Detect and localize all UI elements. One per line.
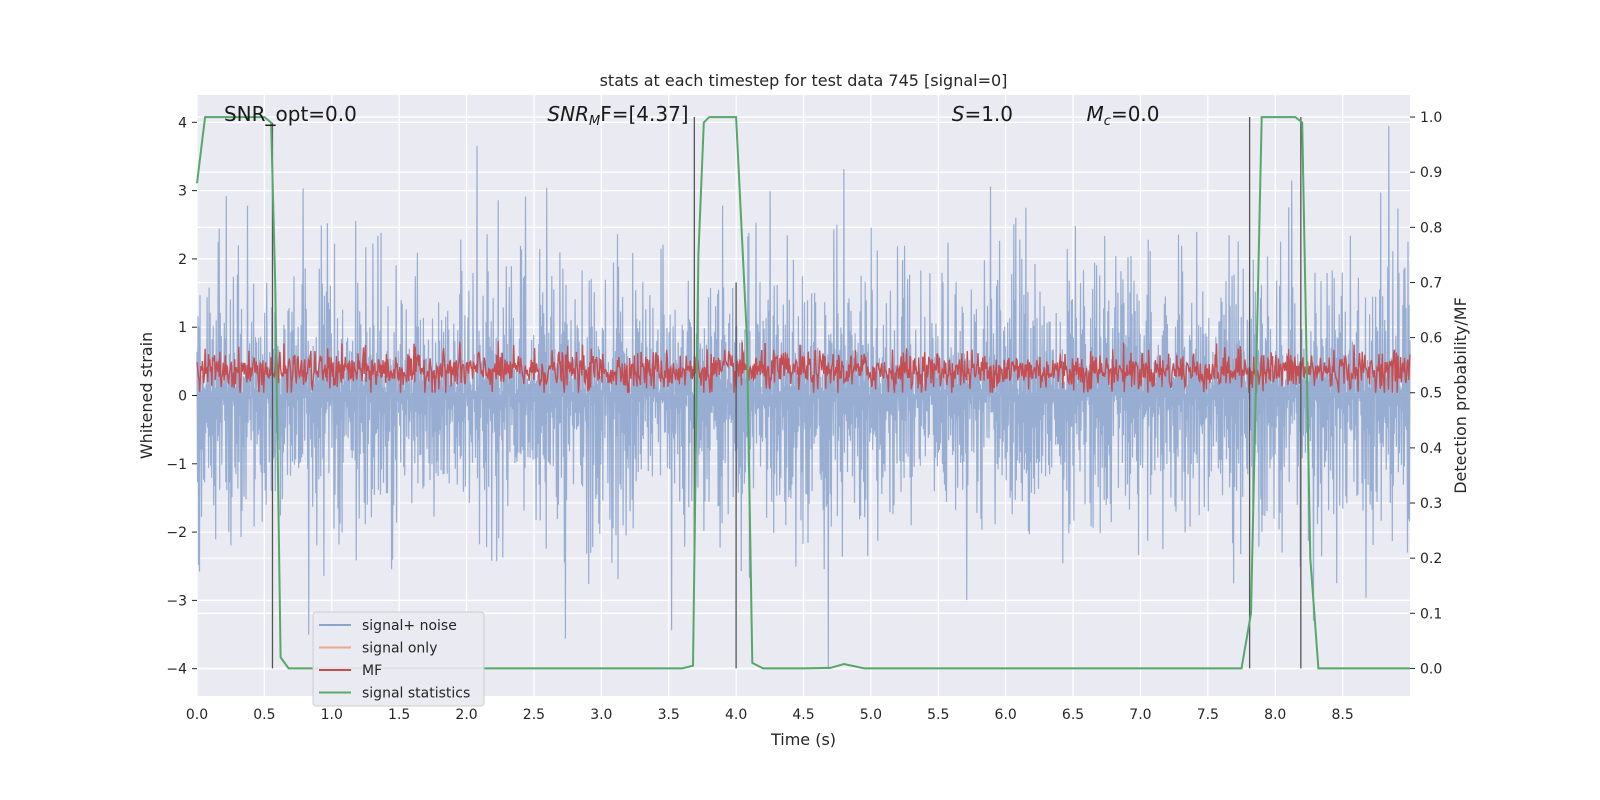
x-axis-ticks: 0.0 0.5 1.0 1.5 2.0 2.5 3.0 3.5 4.0 4.5 5.0 5.5 6.0 6… [186, 707, 1354, 723]
x-tick-label: 1.0 [321, 707, 343, 723]
y-axis-ticks: −4 −3 −2 −1 0 1 2 3 4 [166, 115, 197, 678]
signal-noise-series [196, 125, 1411, 669]
y2-tick-label: 1.0 [1420, 110, 1442, 126]
y-tick-label: 2 [178, 252, 187, 268]
vertical-markers [271, 117, 1302, 669]
x-tick-label: 6.0 [995, 707, 1017, 723]
mf-series [196, 341, 1411, 393]
y2-axis-ticks: 0.0 0.1 0.2 0.3 0.4 0.5 0.6 0.7 0.8 0.9 1.0 [1410, 110, 1442, 677]
y-tick-label: 0 [178, 389, 187, 405]
legend-label: MF [362, 663, 382, 679]
x-tick-label: 4.5 [792, 707, 814, 723]
x-axis-label: Time (s) [770, 730, 836, 749]
y-tick-label: 3 [178, 184, 187, 200]
x-tick-label: 7.0 [1129, 707, 1151, 723]
x-tick-label: 5.5 [927, 707, 949, 723]
y-tick-label: −1 [166, 457, 187, 473]
y2-tick-label: 0.8 [1420, 220, 1442, 236]
x-tick-label: 3.5 [658, 707, 680, 723]
y-tick-label: −2 [166, 525, 187, 541]
signal-statistics-series [196, 116, 1410, 670]
mf-line [196, 341, 1411, 393]
chart-title: stats at each timestep for test data 745… [600, 71, 1008, 90]
legend-label: signal+ noise [362, 618, 457, 634]
y2-axis-label: Detection probability/MF [1451, 297, 1470, 494]
x-tick-label: 8.5 [1331, 707, 1353, 723]
annotation-text: Mc=0.0 [1087, 102, 1160, 129]
x-tick-label: 0.5 [253, 707, 275, 723]
y-tick-label: 1 [178, 320, 187, 336]
annotation-text: S=1.0 [952, 102, 1013, 126]
annotation-text: SNR_opt=0.0 [224, 102, 357, 126]
y-axis-label: Whitened strain [137, 332, 156, 459]
y2-tick-label: 0.5 [1420, 386, 1442, 402]
y-tick-label: −3 [166, 593, 187, 609]
annotation-text: SNRMF=[4.37] [547, 102, 688, 129]
signal-statistics-line [196, 116, 1410, 670]
y2-tick-label: 0.0 [1420, 661, 1442, 677]
signal-noise-line [196, 125, 1411, 669]
legend: signal+ noise signal only MF signal statist… [312, 611, 485, 707]
y2-tick-label: 0.4 [1420, 441, 1442, 457]
legend-label: signal only [362, 641, 437, 657]
x-tick-label: 0.0 [186, 707, 208, 723]
legend-box [312, 611, 485, 707]
y-tick-label: 4 [178, 115, 187, 131]
x-tick-label: 5.0 [860, 707, 882, 723]
y2-tick-label: 0.2 [1420, 551, 1442, 567]
x-tick-label: 1.5 [388, 707, 410, 723]
x-tick-label: 7.5 [1197, 707, 1219, 723]
x-tick-label: 4.0 [725, 707, 747, 723]
x-tick-label: 2.5 [523, 707, 545, 723]
x-tick-label: 6.5 [1062, 707, 1084, 723]
y-tick-label: −4 [166, 662, 187, 678]
y2-tick-label: 0.6 [1420, 331, 1442, 347]
x-tick-label: 3.0 [590, 707, 612, 723]
x-tick-label: 8.0 [1264, 707, 1286, 723]
legend-label: signal statistics [362, 686, 470, 702]
annotations: SNR_opt=0.0 SNRMF=[4.37] S=1.0 Mc=0.0 [224, 102, 1160, 129]
y2-tick-label: 0.9 [1420, 165, 1442, 181]
y2-tick-label: 0.1 [1420, 606, 1442, 622]
y2-tick-label: 0.7 [1420, 275, 1442, 291]
y2-tick-label: 0.3 [1420, 496, 1442, 512]
x-tick-label: 2.0 [455, 707, 477, 723]
